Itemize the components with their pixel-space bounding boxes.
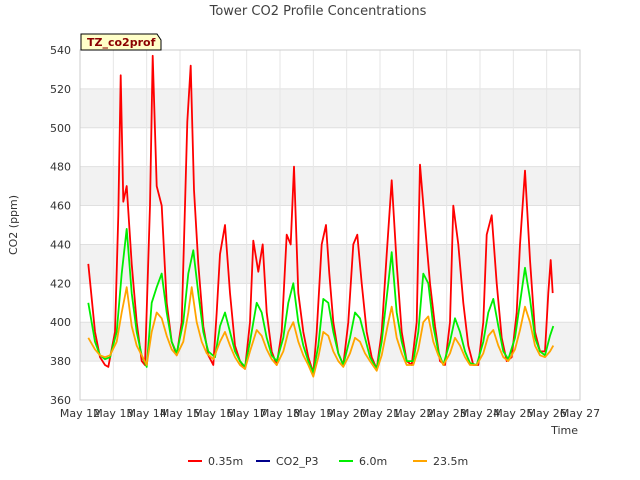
y-tick-label: 460 (50, 200, 71, 213)
chart-title: Tower CO2 Profile Concentrations (209, 4, 427, 19)
legend-label-23.5m: 23.5m (433, 455, 468, 468)
y-tick-labels: 360 380 400 420 440 460 480 500 520 540 (50, 44, 71, 407)
y-tick-label: 500 (50, 122, 71, 135)
x-tick-label: May 26 (527, 407, 567, 420)
x-tick-label: May 12 (60, 407, 100, 420)
x-tick-label: May 21 (360, 407, 400, 420)
x-axis-label: Time (550, 424, 578, 437)
site-tag-label: TZ_co2prof (87, 36, 156, 49)
x-tick-label: May 24 (460, 407, 500, 420)
y-tick-label: 440 (50, 238, 71, 251)
x-tick-label: May 25 (493, 407, 533, 420)
x-tick-label: May 16 (193, 407, 233, 420)
series-line-23.5m (87, 286, 555, 378)
x-tick-label: May 18 (260, 407, 300, 420)
grid-band (80, 166, 580, 206)
legend-label-0.35m: 0.35m (208, 455, 243, 468)
y-axis-label: CO2 (ppm) (7, 195, 20, 255)
x-tick-label: May 17 (227, 407, 267, 420)
series-line-6.0m (87, 228, 555, 374)
grid-band (80, 88, 580, 128)
site-tag-box (80, 33, 162, 51)
x-tick-label: May 27 (560, 407, 600, 420)
y-tick-label: 480 (50, 161, 71, 174)
y-tick-label: 520 (50, 83, 71, 96)
plot-frame (79, 49, 581, 401)
y-tick-label: 360 (50, 394, 71, 407)
x-tick-label: May 22 (393, 407, 433, 420)
y-tick-label: 400 (50, 316, 71, 329)
x-tick-label: May 15 (160, 407, 200, 420)
x-tick-label: May 23 (427, 407, 467, 420)
legend-label-6.0m: 6.0m (359, 455, 387, 468)
x-tick-label: May 20 (327, 407, 367, 420)
legend: 0.35m CO2_P3 6.0m 23.5m (188, 455, 468, 468)
legend-label-CO2_P3: CO2_P3 (276, 455, 318, 468)
x-tick-label: May 19 (293, 407, 333, 420)
y-tick-label: 540 (50, 44, 71, 57)
y-tick-label: 380 (50, 355, 71, 368)
x-tick-label: May 14 (127, 407, 167, 420)
site-tag: TZ_co2prof (80, 33, 162, 51)
series-layer (87, 54, 555, 378)
y-tick-label: 420 (50, 277, 71, 290)
background-bands (80, 88, 580, 362)
x-tick-label: May 13 (93, 407, 133, 420)
